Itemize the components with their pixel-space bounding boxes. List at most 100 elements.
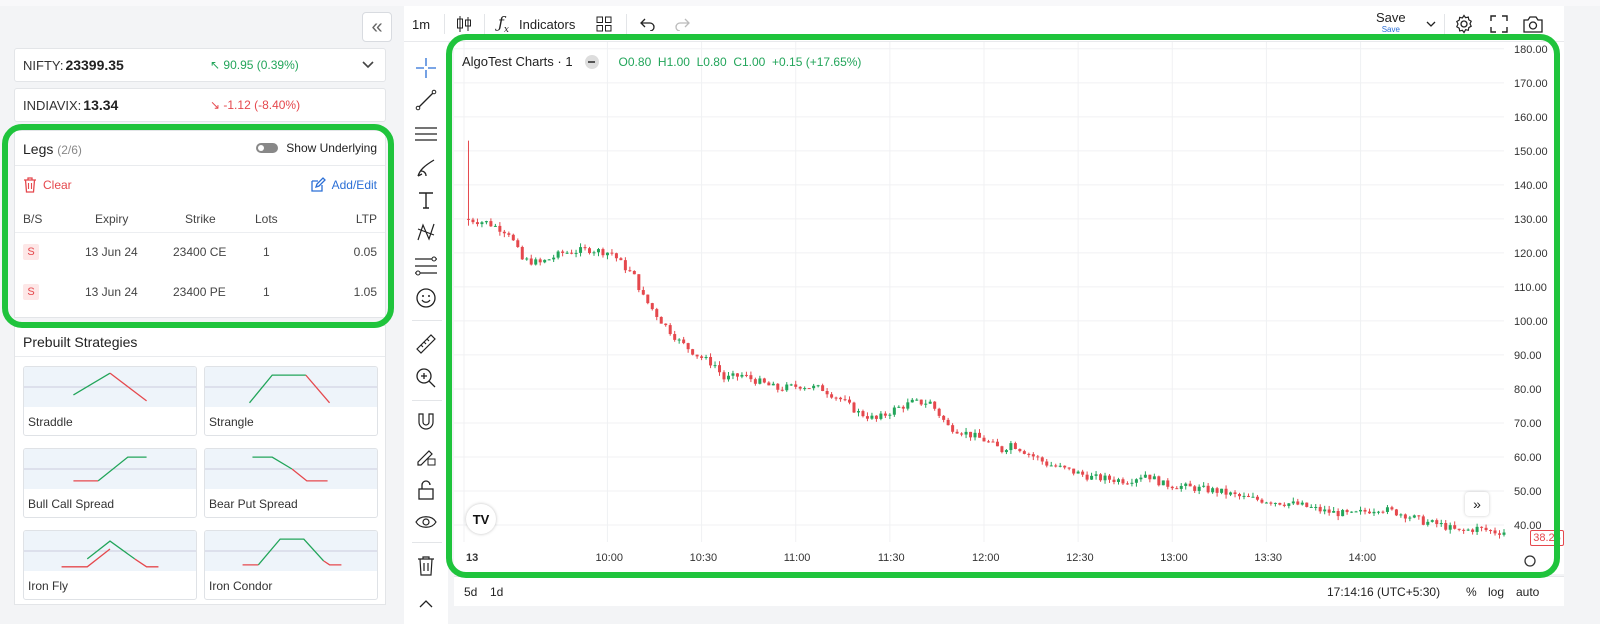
nifty-card[interactable]: NIFTY: 23399.35 ↖ 90.95 (0.39%)	[14, 48, 386, 82]
index-change: ↖ 90.95 (0.39%)	[210, 58, 299, 72]
more-tools-button[interactable]	[414, 592, 438, 616]
candle-body	[1493, 530, 1497, 534]
candle-body	[852, 402, 856, 413]
prediction-tool[interactable]	[414, 254, 438, 278]
candle-body	[1112, 479, 1116, 482]
candle-body	[1408, 517, 1412, 519]
table-row[interactable]: S 13 Jun 24 23400 PE 1 1.05	[15, 273, 385, 311]
emoji-tool[interactable]	[414, 286, 438, 310]
lock-all-tool[interactable]	[414, 478, 438, 502]
candle-body	[865, 416, 869, 419]
candle-body	[1341, 510, 1345, 517]
candle-body	[874, 415, 878, 419]
clear-button[interactable]: Clear	[23, 177, 72, 193]
hide-legend-icon[interactable]	[584, 54, 599, 69]
percent-toggle[interactable]: %	[1466, 585, 1477, 599]
candle-body	[471, 219, 475, 223]
layouts-button[interactable]	[596, 6, 612, 42]
candle-body	[789, 384, 793, 386]
tradingview-logo[interactable]: TV	[466, 504, 496, 534]
auto-toggle[interactable]: auto	[1516, 585, 1540, 599]
log-toggle[interactable]: log	[1488, 585, 1505, 599]
candle-body	[1063, 465, 1067, 468]
strategy-strangle[interactable]: Strangle	[204, 366, 378, 436]
candle-body	[1242, 495, 1246, 497]
zoom-tool[interactable]	[414, 366, 438, 390]
high-value: H1.00	[657, 54, 690, 69]
candle-body	[1206, 485, 1210, 493]
chevron-down-icon[interactable]	[361, 57, 375, 71]
candle-body	[771, 383, 775, 386]
crosshair-tool[interactable]	[414, 56, 438, 80]
magnet-tool[interactable]	[414, 410, 438, 434]
divider	[1444, 14, 1445, 34]
candle-body	[1233, 492, 1237, 494]
y-tick-label: 120.00	[1514, 248, 1548, 260]
settings-button[interactable]	[1454, 6, 1474, 42]
candle-body	[1103, 475, 1107, 481]
toggle-switch[interactable]	[256, 143, 279, 153]
strategy-bull-call-spread[interactable]: Bull Call Spread	[23, 448, 197, 518]
candle-body	[1027, 453, 1031, 455]
indicators-button[interactable]: ƒx Indicators	[498, 12, 576, 36]
brush-tool[interactable]	[414, 156, 438, 180]
fullscreen-button[interactable]	[1490, 6, 1508, 42]
chevron-up-icon	[419, 600, 433, 608]
candle-type-button[interactable]	[456, 6, 472, 42]
strategy-straddle[interactable]: Straddle	[23, 366, 197, 436]
strategy-iron-fly[interactable]: Iron Fly	[23, 530, 197, 600]
delete-drawings-tool[interactable]	[414, 554, 438, 578]
candle-body	[650, 303, 654, 310]
range-1d-button[interactable]: 1d	[490, 585, 504, 599]
strategy-bear-put-spread[interactable]: Bear Put Spread	[204, 448, 378, 518]
x-tick-label: 10:30	[690, 552, 718, 564]
range-5d-button[interactable]: 5d	[464, 585, 478, 599]
price-chart[interactable]: 180.00 170.00 160.00 150.00 140.00 130.00 120.…	[454, 42, 1564, 574]
candle-body	[1489, 530, 1493, 532]
candle-body	[879, 413, 883, 419]
text-tool[interactable]	[414, 188, 438, 212]
candle-body	[1085, 474, 1089, 480]
candle-body	[1152, 476, 1156, 480]
candle-body	[892, 407, 896, 415]
index-value: 13.34	[83, 97, 119, 113]
save-menu-chevron[interactable]	[1426, 6, 1436, 42]
ruler-icon	[416, 334, 436, 354]
x-tick-label: 13:00	[1160, 552, 1188, 564]
candle-body	[1385, 507, 1389, 512]
strategy-iron-condor[interactable]: Iron Condor	[204, 530, 378, 600]
measure-tool[interactable]	[414, 332, 438, 356]
hide-drawings-tool[interactable]	[414, 510, 438, 534]
undo-button[interactable]	[640, 6, 656, 42]
redo-button[interactable]	[674, 6, 690, 42]
sell-badge[interactable]: S	[23, 284, 39, 300]
collapse-sidebar-button[interactable]: «	[362, 12, 392, 42]
lock-drawings-tool[interactable]	[414, 444, 438, 468]
interval-button[interactable]: 1m	[412, 16, 431, 32]
save-button[interactable]: Save Save	[1376, 10, 1406, 34]
pattern-tool[interactable]	[414, 220, 438, 244]
candle-body	[960, 433, 964, 435]
candle-body	[1229, 492, 1233, 495]
scroll-to-realtime-button[interactable]: »	[1465, 492, 1489, 516]
candle-body	[529, 258, 533, 265]
divider	[412, 400, 442, 401]
horizontal-lines-tool[interactable]	[414, 122, 438, 146]
table-row[interactable]: S 13 Jun 24 23400 CE 1 0.05	[15, 233, 385, 271]
show-underlying-toggle[interactable]: Show Underlying	[256, 141, 377, 155]
candle-body	[942, 415, 946, 420]
sell-badge[interactable]: S	[23, 244, 39, 260]
payoff-strangle-icon	[205, 367, 377, 407]
chevron-down-icon	[1426, 21, 1436, 27]
candle-body	[1255, 496, 1259, 500]
candle-body	[740, 374, 744, 377]
pattern-icon	[417, 223, 435, 241]
candle-body	[1498, 533, 1502, 535]
change-value: +0.15 (+17.65%)	[772, 54, 862, 69]
y-tick-label: 140.00	[1514, 180, 1548, 192]
save-sublabel: Save	[1381, 25, 1400, 34]
screenshot-button[interactable]	[1522, 6, 1544, 42]
chart-pane[interactable]: 180.00 170.00 160.00 150.00 140.00 130.00 120.…	[454, 42, 1564, 574]
trend-line-tool[interactable]	[414, 88, 438, 112]
add-edit-button[interactable]: Add/Edit	[310, 177, 377, 193]
